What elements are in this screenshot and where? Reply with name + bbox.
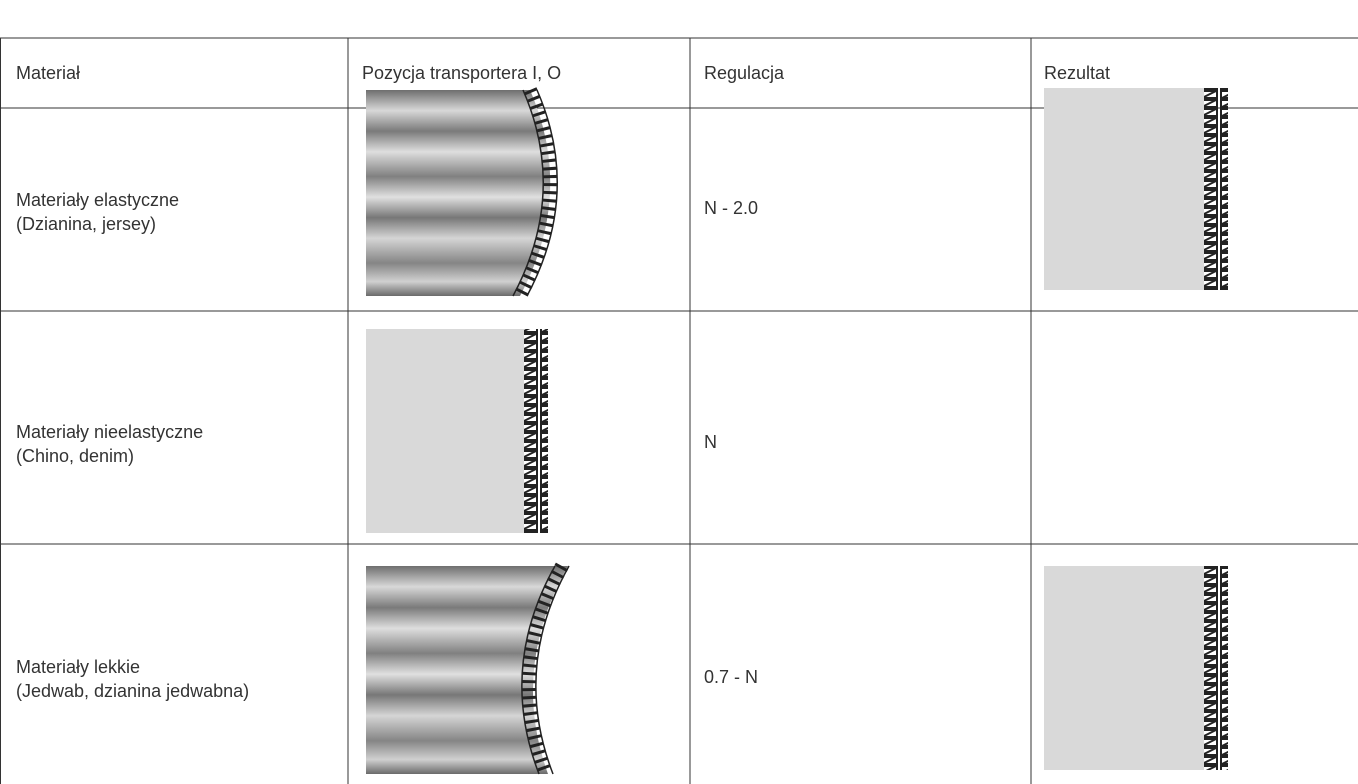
material-example: (Dzianina, jersey) bbox=[16, 214, 157, 234]
fabric-result-1 bbox=[1044, 88, 1228, 290]
fabric-flat-2 bbox=[366, 329, 548, 533]
material-example: (Chino, denim) bbox=[16, 446, 135, 466]
grid bbox=[0, 37, 1358, 784]
fabric-gathered-1 bbox=[366, 87, 558, 300]
material-example: (Jedwab, dzianina jedwabna) bbox=[16, 681, 250, 701]
setting: N bbox=[704, 432, 717, 452]
material-name: Materiały nieelastyczne bbox=[16, 422, 204, 442]
header-cell: Pozycja transportera I, O bbox=[362, 63, 562, 83]
header-cell: Rezultat bbox=[1044, 63, 1111, 83]
header-cell: Materiał bbox=[16, 63, 81, 83]
material-name: Materiały elastyczne bbox=[16, 190, 180, 210]
material-name: Materiały lekkie bbox=[16, 657, 141, 677]
setting: N - 2.0 bbox=[704, 198, 759, 218]
fabric-result-3 bbox=[1044, 566, 1228, 770]
header-cell: Regulacja bbox=[704, 63, 785, 83]
fabric-gathered-3 bbox=[366, 562, 570, 777]
setting: 0.7 - N bbox=[704, 667, 759, 687]
